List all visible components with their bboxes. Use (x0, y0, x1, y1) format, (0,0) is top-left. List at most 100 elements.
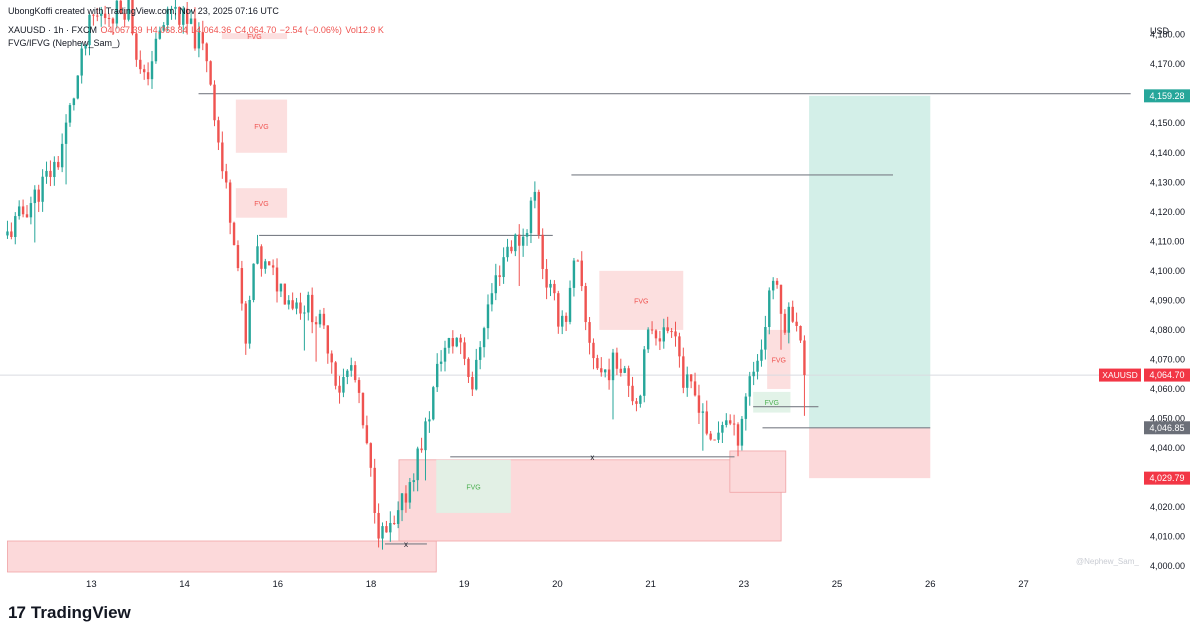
position-target-zone[interactable] (809, 95, 931, 428)
candle[interactable] (142, 69, 146, 73)
candle[interactable] (607, 369, 611, 381)
candle[interactable] (603, 369, 607, 373)
fvg-zone[interactable] (767, 329, 791, 389)
candle[interactable] (287, 300, 290, 305)
candle[interactable] (76, 75, 79, 99)
candle[interactable] (10, 231, 13, 237)
symbol-line[interactable]: XAUUSD · 1h · FXCM (8, 25, 98, 35)
candle[interactable] (463, 342, 466, 359)
candle[interactable] (334, 362, 337, 386)
candle[interactable] (185, 8, 189, 24)
candle[interactable] (119, 0, 122, 14)
candle[interactable] (111, 18, 115, 24)
candle[interactable] (787, 306, 791, 333)
candle[interactable] (533, 191, 537, 201)
candle[interactable] (537, 191, 540, 235)
candle[interactable] (682, 356, 685, 388)
candle[interactable] (365, 425, 369, 444)
candle[interactable] (41, 176, 44, 202)
candle[interactable] (162, 25, 165, 31)
candle[interactable] (502, 257, 505, 278)
candle[interactable] (623, 368, 626, 373)
candle[interactable] (72, 98, 76, 106)
candle[interactable] (53, 161, 56, 178)
candle[interactable] (451, 338, 455, 347)
candle[interactable] (92, 14, 95, 16)
candle[interactable] (279, 283, 283, 292)
candle[interactable] (658, 338, 662, 342)
candle[interactable] (209, 61, 212, 85)
candle[interactable] (639, 395, 642, 404)
candle[interactable] (381, 526, 384, 539)
candle[interactable] (670, 331, 673, 333)
candle[interactable] (439, 361, 443, 364)
candle[interactable] (529, 200, 533, 234)
candle[interactable] (662, 327, 665, 342)
candle[interactable] (213, 84, 216, 121)
candle[interactable] (631, 385, 634, 402)
candle[interactable] (228, 182, 232, 223)
fvg-zone[interactable] (221, 33, 288, 40)
candle[interactable] (791, 306, 794, 322)
candle[interactable] (201, 32, 204, 44)
candle[interactable] (514, 234, 517, 252)
candle[interactable] (592, 342, 595, 359)
candle[interactable] (221, 142, 224, 172)
candle[interactable] (580, 260, 583, 287)
candle[interactable] (264, 261, 267, 269)
candle[interactable] (252, 263, 255, 300)
candle[interactable] (64, 122, 68, 144)
candle[interactable] (310, 294, 314, 323)
candle[interactable] (725, 420, 728, 426)
candle[interactable] (627, 368, 630, 386)
candle[interactable] (166, 8, 169, 26)
candle[interactable] (96, 15, 99, 17)
candle[interactable] (600, 368, 603, 373)
candle[interactable] (795, 321, 798, 326)
candle[interactable] (678, 336, 681, 357)
candle[interactable] (299, 302, 302, 314)
candle[interactable] (721, 425, 724, 433)
candle[interactable] (256, 246, 259, 264)
candle[interactable] (635, 401, 638, 404)
candle[interactable] (103, 13, 107, 18)
candle[interactable] (404, 493, 408, 503)
fvg-zone[interactable] (235, 188, 288, 218)
candle[interactable] (68, 105, 72, 123)
candle[interactable] (760, 349, 763, 361)
candle[interactable] (232, 222, 236, 246)
candle[interactable] (338, 385, 341, 393)
candle[interactable] (666, 327, 669, 332)
candle[interactable] (584, 286, 587, 323)
tradingview-logo[interactable]: 17 TradingView (8, 603, 131, 623)
candle[interactable] (693, 381, 697, 396)
candle[interactable] (705, 411, 708, 434)
candle[interactable] (478, 347, 482, 360)
candle[interactable] (217, 120, 220, 143)
candle[interactable] (150, 61, 154, 80)
candle[interactable] (518, 234, 521, 246)
candle[interactable] (541, 234, 544, 269)
candle[interactable] (131, 0, 134, 34)
candle[interactable] (686, 374, 689, 388)
candle[interactable] (510, 246, 513, 252)
candle[interactable] (709, 433, 712, 440)
candle[interactable] (135, 33, 138, 60)
candle[interactable] (646, 329, 650, 350)
candle[interactable] (314, 322, 318, 325)
candle[interactable] (154, 38, 158, 62)
candle[interactable] (21, 206, 25, 215)
candle[interactable] (435, 363, 439, 388)
candle[interactable] (701, 411, 705, 413)
candle[interactable] (799, 325, 802, 341)
candle[interactable] (744, 396, 748, 419)
candle[interactable] (459, 337, 462, 343)
candle[interactable] (553, 283, 556, 294)
candle[interactable] (123, 13, 126, 20)
candle[interactable] (107, 17, 111, 19)
candle[interactable] (428, 419, 431, 422)
candle[interactable] (197, 32, 201, 49)
candle[interactable] (353, 365, 357, 381)
candle[interactable] (412, 480, 415, 483)
candle[interactable] (455, 337, 458, 347)
